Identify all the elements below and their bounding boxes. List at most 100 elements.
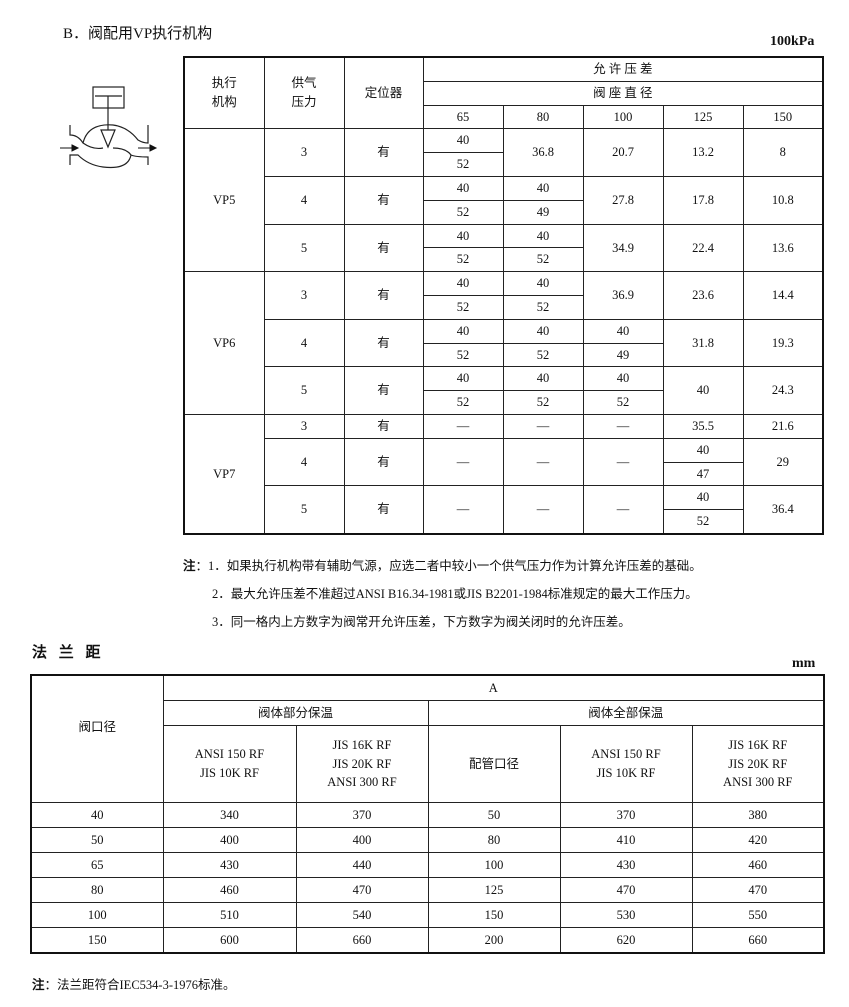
table-cell: 430 xyxy=(162,852,297,878)
table-cell: 80 xyxy=(427,827,561,853)
table-row: 40 340 370 50 370 380 xyxy=(30,802,825,828)
positioner-cell: 有 xyxy=(343,366,424,415)
table-cell: 410 xyxy=(559,827,693,853)
actuator-cell: VP5 xyxy=(183,128,265,273)
positioner-cell: 有 xyxy=(343,437,424,487)
note-3: 3．同一格内上方数字为阀常开允许压差，下方数字为阀关闭时的允许压差。 xyxy=(212,615,631,629)
value-cell: 52 xyxy=(502,342,584,368)
table-cell: 40 xyxy=(30,802,164,828)
flange-note: 注：法兰距符合IEC534-3-1976标准。 xyxy=(32,978,236,992)
positioner-cell: 有 xyxy=(343,128,424,177)
header-full-insulation: 阀体全部保温 xyxy=(427,700,825,726)
value-cell: — xyxy=(422,485,504,535)
value-cell: 40 xyxy=(422,366,504,392)
section-title: B．阀配用VP执行机构 xyxy=(63,26,213,42)
size-header: 100 xyxy=(582,104,664,130)
header-jis16k-full: JIS 16K RF JIS 20K RF ANSI 300 RF xyxy=(691,725,825,803)
positioner-cell: 有 xyxy=(343,485,424,535)
table-cell: 460 xyxy=(162,877,297,903)
table-cell: 50 xyxy=(427,802,561,828)
value-cell: — xyxy=(502,485,584,535)
valve-diagram-icon xyxy=(60,86,158,169)
value-cell: 27.8 xyxy=(582,175,664,225)
value-cell: 49 xyxy=(502,199,584,225)
table-cell: 200 xyxy=(427,927,561,954)
header-seat: 阀 座 直 径 xyxy=(422,80,824,106)
value-cell: 36.9 xyxy=(582,271,664,320)
value-cell: 24.3 xyxy=(742,366,824,415)
table-cell: 370 xyxy=(559,802,693,828)
table-cell: 540 xyxy=(295,902,429,928)
value-cell: 40 xyxy=(422,271,504,296)
table-row: 65 430 440 100 430 460 xyxy=(30,852,825,878)
size-header: 150 xyxy=(742,104,824,130)
note-1: 注：1．如果执行机构带有辅助气源，应选二者中较小一个供气压力作为计算允许压差的基… xyxy=(183,559,702,573)
value-cell: 52 xyxy=(582,390,664,415)
table-cell: 470 xyxy=(559,877,693,903)
size-header: 65 xyxy=(422,104,504,130)
value-cell: 13.6 xyxy=(742,223,824,273)
value-cell: 8 xyxy=(742,128,824,177)
value-cell: 49 xyxy=(582,342,664,368)
table-cell: 530 xyxy=(559,902,693,928)
value-cell: 29 xyxy=(742,437,824,487)
header-positioner: 定位器 xyxy=(343,56,424,130)
value-cell: — xyxy=(582,485,664,535)
positioner-cell: 有 xyxy=(343,271,424,320)
flange-title: 法 兰 距 xyxy=(32,645,105,661)
table-cell: 430 xyxy=(559,852,693,878)
value-cell: 23.6 xyxy=(662,271,744,320)
positioner-cell: 有 xyxy=(343,175,424,225)
table-cell: 80 xyxy=(30,877,164,903)
value-cell: 52 xyxy=(502,390,584,415)
table-cell: 600 xyxy=(162,927,297,954)
value-cell: 36.8 xyxy=(502,128,584,177)
pressure-cell: 4 xyxy=(263,318,345,368)
size-header: 80 xyxy=(502,104,584,130)
pressure-cell: 4 xyxy=(263,175,345,225)
value-cell: 52 xyxy=(422,390,504,415)
flange-distance-table: 阀口径 A 阀体部分保温 阀体全部保温 ANSI 150 RF JIS 10K R… xyxy=(30,674,826,954)
header-jis16k: JIS 16K RF JIS 20K RF ANSI 300 RF xyxy=(295,725,429,803)
header-valve-size: 阀口径 xyxy=(30,674,164,803)
value-cell: 52 xyxy=(422,152,504,177)
value-cell: 19.3 xyxy=(742,318,824,368)
pressure-cell: 5 xyxy=(263,485,345,535)
value-cell: 40 xyxy=(582,366,664,392)
table-cell: 125 xyxy=(427,877,561,903)
unit-label: 100kPa xyxy=(770,34,815,49)
positioner-cell: 有 xyxy=(343,413,424,439)
value-cell: 20.7 xyxy=(582,128,664,177)
value-cell: — xyxy=(502,413,584,439)
table-cell: 440 xyxy=(295,852,429,878)
value-cell: 40 xyxy=(662,437,744,463)
value-cell: 35.5 xyxy=(662,413,744,439)
value-cell: 21.6 xyxy=(742,413,824,439)
value-cell: 14.4 xyxy=(742,271,824,320)
table-cell: 400 xyxy=(162,827,297,853)
value-cell: 34.9 xyxy=(582,223,664,273)
table-cell: 660 xyxy=(295,927,429,954)
value-cell: 52 xyxy=(422,294,504,320)
value-cell: 40 xyxy=(422,223,504,249)
table-cell: 150 xyxy=(30,927,164,954)
table-row: 80 460 470 125 470 470 xyxy=(30,877,825,903)
value-cell: 40 xyxy=(502,318,584,344)
value-cell: 52 xyxy=(662,509,744,535)
pressure-cell: 3 xyxy=(263,271,345,320)
pressure-cell: 3 xyxy=(263,128,345,177)
table-cell: 460 xyxy=(691,852,825,878)
value-cell: 52 xyxy=(502,247,584,273)
value-cell: 52 xyxy=(422,247,504,273)
value-cell: 40 xyxy=(422,318,504,344)
pressure-cell: 5 xyxy=(263,223,345,273)
header-actuator: 执行 机构 xyxy=(183,56,265,130)
pressure-cell: 4 xyxy=(263,437,345,487)
value-cell: 40 xyxy=(422,175,504,201)
value-cell: 22.4 xyxy=(662,223,744,273)
table-row: 100 510 540 150 530 550 xyxy=(30,902,825,928)
positioner-cell: 有 xyxy=(343,318,424,368)
value-cell: 52 xyxy=(422,199,504,225)
value-cell: 40 xyxy=(502,175,584,201)
